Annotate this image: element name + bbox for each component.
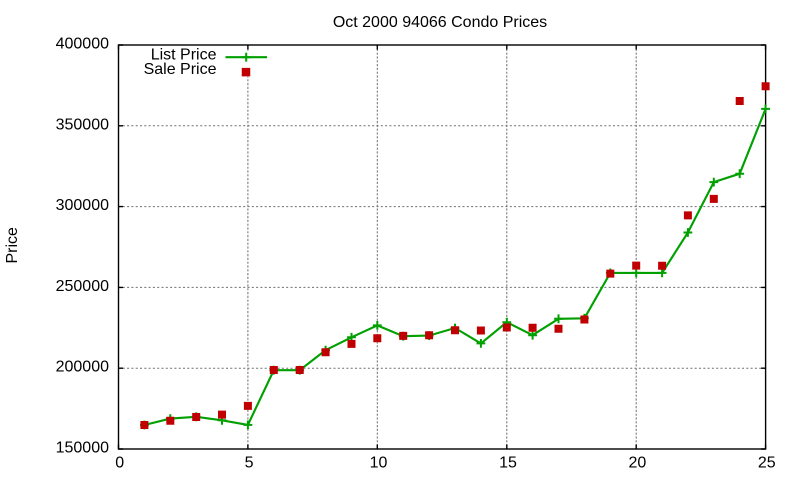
- svg-text:Sale Price: Sale Price: [144, 61, 217, 78]
- svg-text:300000: 300000: [56, 197, 109, 214]
- svg-text:20: 20: [629, 455, 647, 472]
- svg-text:400000: 400000: [56, 36, 109, 53]
- svg-text:0: 0: [115, 455, 124, 472]
- svg-text:15: 15: [499, 455, 517, 472]
- svg-text:150000: 150000: [56, 440, 109, 457]
- svg-text:List Price: List Price: [151, 47, 217, 64]
- svg-text:Price: Price: [4, 227, 21, 264]
- svg-text:200000: 200000: [56, 359, 109, 376]
- svg-text:350000: 350000: [56, 116, 109, 133]
- svg-text:Oct 2000 94066 Condo Prices: Oct 2000 94066 Condo Prices: [333, 14, 547, 31]
- svg-text:5: 5: [245, 455, 254, 472]
- svg-text:25: 25: [758, 455, 776, 472]
- svg-text:10: 10: [370, 455, 388, 472]
- svg-text:250000: 250000: [56, 278, 109, 295]
